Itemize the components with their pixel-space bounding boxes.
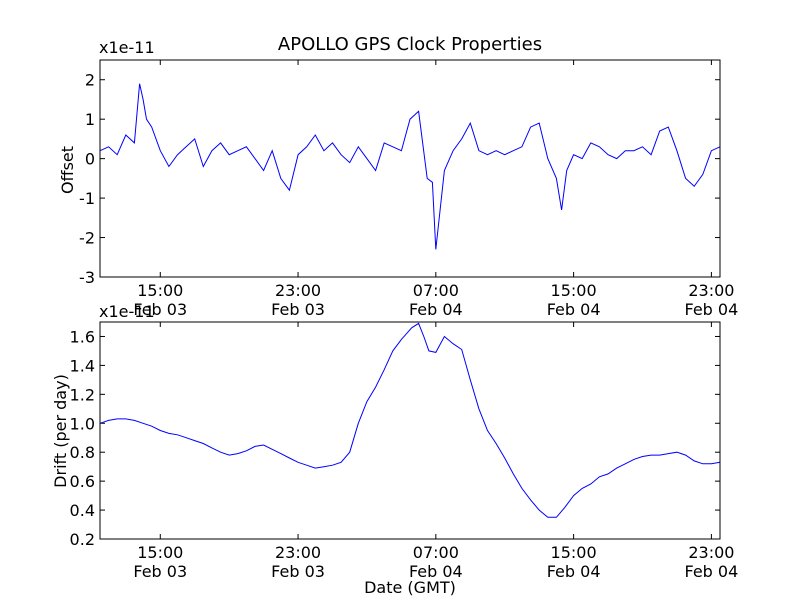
chart-title: APOLLO GPS Clock Properties (278, 34, 542, 55)
drift-x-tick-date: Feb 03 (271, 562, 325, 581)
drift-x-tick-date: Feb 04 (684, 562, 738, 581)
drift-x-tick-time: 15:00 (137, 543, 183, 562)
drift-x-tick-time: 15:00 (551, 543, 597, 562)
offset-x-tick-date: Feb 04 (409, 300, 463, 319)
drift-scale-label: x1e-11 (99, 302, 155, 321)
drift-y-tick-label: 0.4 (70, 501, 95, 520)
offset-x-tick-date: Feb 03 (271, 300, 325, 319)
offset-x-tick-date: Feb 04 (684, 300, 738, 319)
drift-y-tick-label: 1.4 (70, 356, 95, 375)
drift-x-tick-time: 23:00 (275, 543, 321, 562)
drift-y-tick-label: 0.8 (70, 443, 95, 462)
drift-x-tick-time: 23:00 (688, 543, 734, 562)
offset-y-tick-label: -2 (79, 229, 95, 248)
drift-series-line (99, 322, 721, 518)
offset-y-tick-label: -3 (79, 268, 95, 287)
drift-panel: x1e-11 Drift (per day) Date (GMT) 0.2 0.4… (51, 302, 738, 597)
offset-y-tick-label: 0 (85, 150, 95, 169)
drift-x-tick-date: Feb 03 (133, 562, 187, 581)
offset-plot-frame (99, 59, 721, 278)
offset-y-tick-label: 1 (85, 110, 95, 129)
offset-panel: APOLLO GPS Clock Properties x1e-11 Offse… (58, 34, 738, 319)
offset-x-tick-time: 23:00 (275, 281, 321, 300)
offset-x-tick-time: 15:00 (137, 281, 183, 300)
drift-x-tick-date: Feb 04 (547, 562, 601, 581)
drift-xlabel: Date (GMT) (364, 578, 456, 597)
drift-plot-frame (99, 321, 721, 540)
offset-x-tick-time: 23:00 (688, 281, 734, 300)
offset-series-line (99, 83, 721, 250)
drift-x-tick-date: Feb 04 (409, 562, 463, 581)
offset-ylabel: Offset (58, 146, 77, 194)
drift-y-tick-label: 0.2 (70, 530, 95, 549)
drift-y-tick-label: 0.6 (70, 472, 95, 491)
drift-ylabel: Drift (per day) (51, 374, 70, 488)
drift-x-tick-time: 07:00 (413, 543, 459, 562)
offset-y-tick-label: 2 (85, 71, 95, 90)
offset-x-tick-date: Feb 03 (133, 300, 187, 319)
drift-y-tick-label: 1.0 (70, 414, 95, 433)
offset-scale-label: x1e-11 (99, 38, 155, 57)
drift-y-tick-label: 1.6 (70, 327, 95, 346)
drift-y-tick-label: 1.2 (70, 385, 95, 404)
offset-y-tick-label: -1 (79, 189, 95, 208)
offset-x-tick-time: 07:00 (413, 281, 459, 300)
offset-x-tick-time: 15:00 (551, 281, 597, 300)
offset-x-tick-date: Feb 04 (547, 300, 601, 319)
